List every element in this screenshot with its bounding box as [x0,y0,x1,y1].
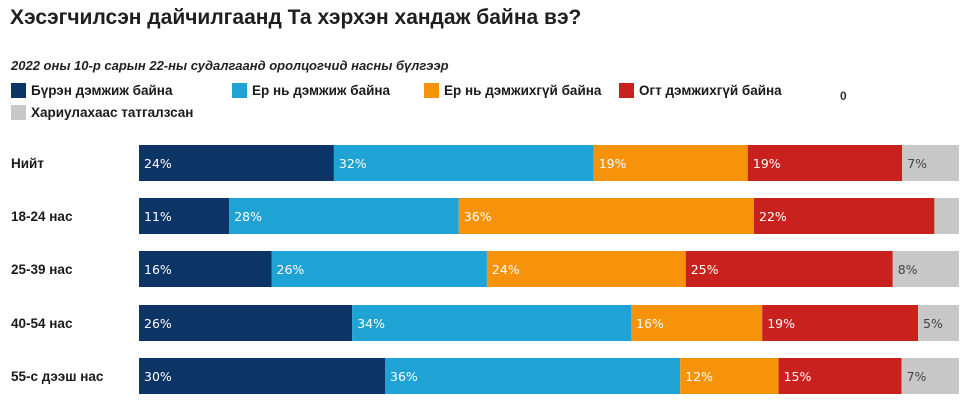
data-label: 7% [907,369,927,384]
bar-segment [680,358,779,394]
data-label: 26% [277,262,305,277]
data-label: 8% [898,262,918,277]
bar-segment [458,198,754,234]
bar-segment [892,251,959,287]
legend-label-refused: Хариулахаас татгалзсан [31,105,194,120]
row-label: 25-39 нас [11,262,73,277]
bar-segment [139,145,334,181]
bar-segment [754,198,935,234]
bar-segment [333,145,594,181]
bar-segment [229,198,459,234]
bar-segment [901,358,959,394]
bar-segment [934,198,959,234]
legend-label-full-support: Бүрэн дэмжиж байна [31,83,173,98]
legend-swatch-strongly-oppose [619,83,634,98]
data-label: 28% [234,209,262,224]
data-label: 36% [464,209,492,224]
bar-segment [685,251,893,287]
legend-swatch-full-support [11,83,26,98]
data-label: 26% [144,316,172,331]
data-label: 30% [144,369,172,384]
data-label: 11% [144,209,172,224]
data-label: 32% [339,156,367,171]
legend-swatch-refused [11,105,26,120]
row-label: 55-с дээш нас [11,369,104,384]
legend: Бүрэн дэмжиж байна Ер нь дэмжиж байна Ер… [11,83,911,125]
legend-swatch-mostly-oppose [424,83,439,98]
bar-segment [762,305,918,341]
bar-segment [918,305,959,341]
data-label: 19% [599,156,627,171]
data-label: 19% [767,316,795,331]
data-label: 12% [685,369,713,384]
bar-segment [747,145,903,181]
data-label: 5% [923,316,943,331]
bar-segment [139,251,272,287]
bar-segment [631,305,763,341]
row-label: 18-24 нас [11,209,73,224]
data-label: 19% [753,156,781,171]
legend-item-mostly-oppose: Ер нь дэмжихгүй байна [424,83,601,98]
bar-segment [139,198,230,234]
legend-label-strongly-oppose: Огт дэмжихгүй байна [639,83,782,98]
data-label: 24% [144,156,172,171]
bar-segment [486,251,686,287]
data-label: 15% [784,369,812,384]
bar-segment [778,358,902,394]
data-label: 34% [357,316,385,331]
legend-label-mostly-support: Ер нь дэмжиж байна [252,83,391,98]
data-label: 36% [390,369,418,384]
legend-item-refused: Хариулахаас татгалзсан [11,105,193,120]
bar-segment [352,305,631,341]
legend-item-strongly-oppose: Огт дэмжихгүй байна [619,83,782,98]
legend-item-full-support: Бүрэн дэмжиж байна [11,83,172,98]
legend-label-mostly-oppose: Ер нь дэмжихгүй байна [444,83,602,98]
data-label: 16% [144,262,172,277]
chart-title: Хэсэгчилсэн дайчилгаанд Та хэрхэн хандаж… [10,6,582,29]
row-label: Нийт [11,156,44,171]
data-label: 16% [636,316,664,331]
bar-segment [139,305,353,341]
data-label: 24% [492,262,520,277]
legend-note: 0 [840,89,847,103]
bar-segment [593,145,748,181]
data-label: 7% [907,156,927,171]
data-label: 22% [759,209,787,224]
legend-item-mostly-support: Ер нь дэмжиж байна [232,83,390,98]
bar-segment [271,251,487,287]
bar-segment [385,358,681,394]
bar-segment [902,145,959,181]
legend-swatch-mostly-support [232,83,247,98]
chart-subtitle: 2022 оны 10-р сарын 22-ны судалгаанд оро… [11,58,449,73]
row-label: 40-54 нас [11,316,73,331]
data-label: 25% [691,262,719,277]
bar-segment [139,358,385,394]
